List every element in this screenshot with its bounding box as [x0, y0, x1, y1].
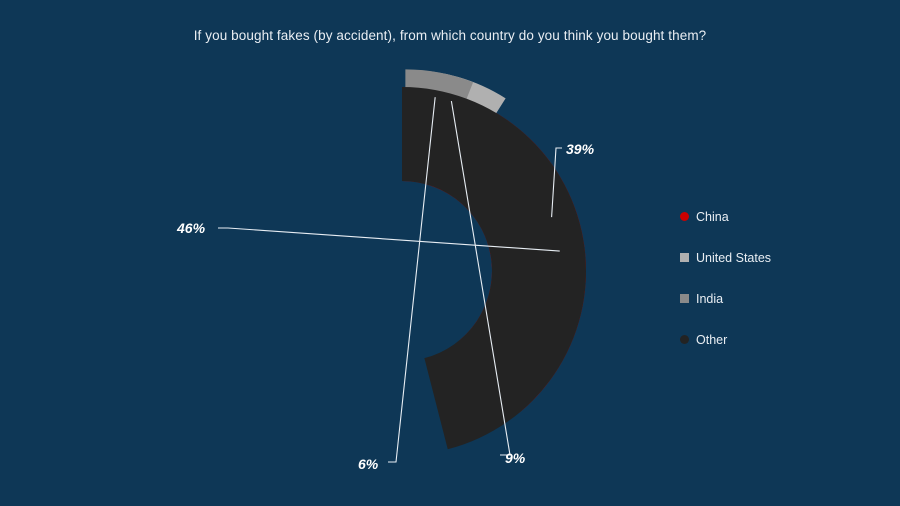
legend-item-united-states[interactable]: United States: [680, 237, 870, 278]
leader-line-china: [551, 147, 562, 218]
pie-slices-group: [402, 69, 587, 450]
chart-legend: China United States India Other: [680, 196, 870, 360]
legend-item-other[interactable]: Other: [680, 319, 870, 360]
data-label-india: 6%: [358, 456, 379, 472]
square-marker-icon: [680, 253, 689, 262]
legend-label: China: [696, 209, 729, 224]
square-marker-icon: [680, 294, 689, 303]
legend-label: United States: [696, 250, 772, 265]
legend-item-china[interactable]: China: [680, 196, 870, 237]
legend-label: Other: [696, 332, 728, 347]
legend-item-india[interactable]: India: [680, 278, 870, 319]
round-marker-icon: [680, 212, 689, 221]
leader-lines-group: [218, 97, 562, 463]
legend-label: India: [696, 291, 724, 306]
data-label-other: 46%: [177, 220, 206, 236]
pie-slice-other[interactable]: [402, 87, 587, 450]
leader-line-other: [218, 227, 560, 252]
leader-line-india: [388, 97, 436, 463]
data-label-united-states: 9%: [505, 450, 526, 466]
chart-title: If you bought fakes (by accident), from …: [193, 28, 707, 43]
leader-line-united-states: [450, 100, 511, 456]
round-marker-icon: [680, 335, 689, 344]
data-label-china: 39%: [566, 141, 595, 157]
